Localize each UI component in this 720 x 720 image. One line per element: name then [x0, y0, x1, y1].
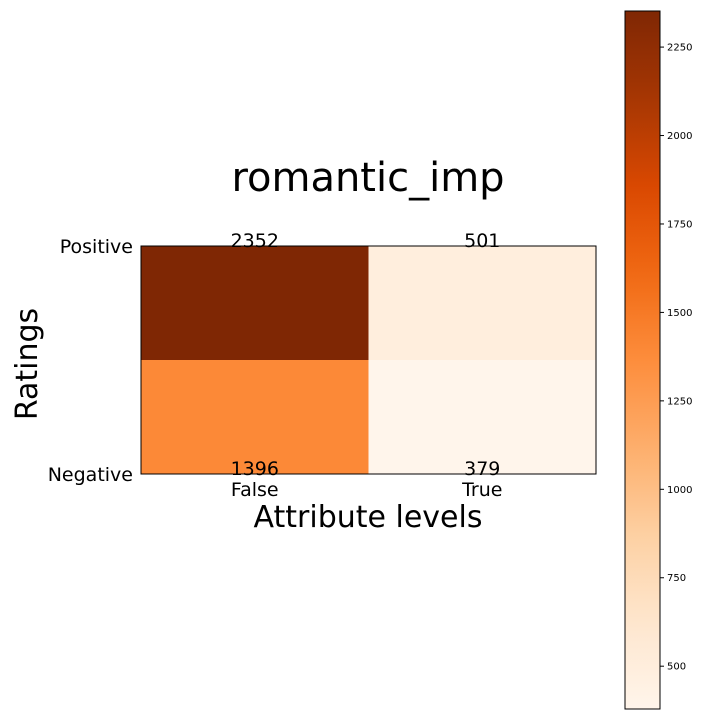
colorbar-tick-label: 1500	[667, 308, 692, 319]
colorbar-tick-label: 750	[667, 573, 686, 584]
chart-title: romantic_imp	[231, 155, 504, 201]
colorbar-tick-label: 2000	[667, 131, 692, 142]
heatmap-cell	[368, 360, 597, 475]
colorbar-ticks: 500 750 1000 1250 1500 1750 2000 2250	[660, 43, 692, 673]
cell-value-label: 501	[464, 230, 500, 252]
plot-frame	[140, 245, 597, 475]
cell-value-labels: 2352 501 1396 379	[231, 230, 501, 480]
y-tick-labels: Positive Negative	[48, 236, 133, 486]
colorbar-tick-label: 500	[667, 662, 686, 673]
colorbar	[624, 10, 661, 710]
colorbar-tick-label: 2250	[667, 43, 692, 54]
y-axis-label: Ratings	[10, 308, 45, 420]
heatmap-cell	[141, 360, 369, 475]
colorbar-tick-label: 1750	[667, 219, 692, 230]
x-tick-label: False	[231, 479, 279, 501]
colorbar-tick-label: 1000	[667, 485, 692, 496]
y-tick-label: Negative	[48, 464, 133, 486]
cell-value-label: 379	[464, 458, 500, 480]
heatmap-cells	[141, 246, 597, 475]
x-tick-label: True	[461, 479, 502, 501]
heatmap-cell	[368, 246, 597, 361]
x-axis-label: Attribute levels	[254, 500, 483, 535]
cell-value-label: 1396	[231, 458, 279, 480]
colorbar-tick-label: 1250	[667, 396, 692, 407]
x-tick-labels: False True	[231, 479, 503, 501]
heatmap-cell	[141, 246, 369, 361]
y-tick-label: Positive	[60, 236, 133, 258]
cell-value-label: 2352	[231, 230, 279, 252]
